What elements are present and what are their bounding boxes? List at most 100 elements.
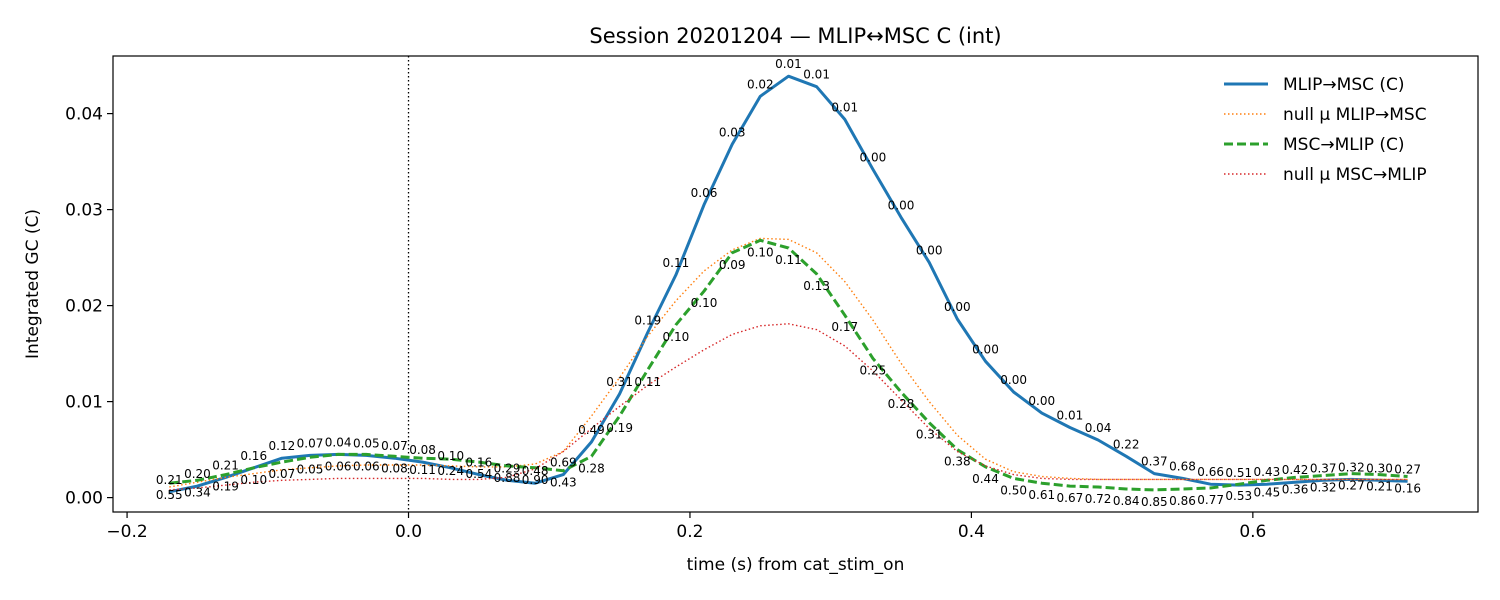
- pvalue-label-backward: 0.50: [1000, 483, 1027, 497]
- pvalue-label-backward: 0.06: [353, 459, 380, 473]
- pvalue-label-forward: 0.00: [972, 342, 999, 356]
- pvalue-label-forward: 0.08: [409, 443, 436, 457]
- pvalue-label-backward: 0.31: [916, 428, 943, 442]
- pvalue-label-forward: 0.68: [1169, 459, 1196, 473]
- pvalue-label-backward: 0.19: [606, 421, 633, 435]
- y-tick-label: 0.00: [65, 489, 103, 509]
- pvalue-label-forward: 0.29: [494, 461, 521, 475]
- y-axis-title: Integrated GC (C): [23, 209, 43, 359]
- pvalue-label-backward: 0.10: [691, 296, 718, 310]
- pvalue-label-backward: 0.11: [409, 463, 436, 477]
- pvalue-label-backward: 0.43: [550, 476, 577, 490]
- pvalue-label-backward: 0.36: [1282, 482, 1309, 496]
- pvalue-label-backward: 0.61: [1028, 488, 1055, 502]
- x-tick-label: 0.0: [395, 522, 422, 542]
- pvalue-label-backward: 0.08: [381, 461, 408, 475]
- pvalue-label-forward: 0.37: [1310, 461, 1337, 475]
- pvalue-label-forward: 0.19: [634, 313, 661, 327]
- pvalue-label-forward: 0.01: [803, 68, 830, 82]
- pvalue-label-backward: 0.32: [1310, 481, 1337, 495]
- pvalue-label-backward: 0.25: [860, 363, 887, 377]
- pvalue-label-backward: 0.13: [803, 279, 830, 293]
- pvalue-label-forward: 0.07: [381, 439, 408, 453]
- pvalue-label-forward: 0.04: [325, 435, 352, 449]
- pvalue-label-forward: 0.16: [240, 449, 267, 463]
- y-tick-label: 0.01: [65, 393, 103, 413]
- legend: MLIP→MSC (C) null μ MLIP→MSC MSC→MLIP (C) n…: [1224, 75, 1427, 185]
- chart-title: Session 20201204 — MLIP↔MSC C (int): [589, 24, 1001, 48]
- pvalue-label-forward: 0.49: [578, 423, 605, 437]
- pvalue-label-forward: 0.66: [1197, 465, 1224, 479]
- pvalue-label-forward: 0.43: [1254, 465, 1281, 479]
- pvalue-label-backward: 0.10: [240, 473, 267, 487]
- pvalue-label-forward: 0.00: [888, 198, 915, 212]
- series-line-3: [169, 238, 1408, 492]
- pvalue-label-forward: 0.12: [269, 439, 296, 453]
- pvalue-label-forward: 0.00: [1000, 373, 1027, 387]
- pvalue-label-forward: 0.00: [916, 243, 943, 257]
- pvalue-label-forward: 0.21: [212, 458, 239, 472]
- pvalue-label-forward: 0.37: [1141, 455, 1168, 469]
- plot-area: 0.21 0.200.210.160.12 0.07 0.04 0.05 0.07 0.08…: [156, 56, 1421, 512]
- pvalue-label-backward: 0.54: [466, 467, 493, 481]
- pvalue-label-backward: 0.72: [1085, 492, 1112, 506]
- pvalue-label-backward: 0.67: [1057, 491, 1084, 505]
- pvalue-label-forward: 0.06: [691, 186, 718, 200]
- pvalue-label-backward: 0.84: [1113, 494, 1140, 508]
- pvalue-label-forward: 0.32: [1338, 460, 1365, 474]
- pvalue-label-forward: 0.22: [1113, 437, 1140, 451]
- pvalue-label-backward: 0.38: [944, 455, 971, 469]
- pvalue-label-backward: 0.10: [747, 245, 774, 259]
- x-tick-label: −0.2: [106, 522, 147, 542]
- pvalue-label-backward: 0.05: [297, 462, 324, 476]
- pvalue-label-forward: 0.00: [860, 150, 887, 164]
- pvalue-label-backward: 0.27: [1338, 479, 1365, 493]
- pvalue-label-backward: 0.44: [972, 472, 999, 486]
- pvalue-label-forward: 0.00: [944, 300, 971, 314]
- pvalue-label-backward: 0.21: [1366, 480, 1393, 494]
- pvalue-label-forward: 0.20: [184, 467, 211, 481]
- pvalue-label-forward: 0.27: [1394, 462, 1421, 476]
- pvalue-label-forward: 0.02: [747, 77, 774, 91]
- legend-label-1: MLIP→MSC (C): [1283, 75, 1405, 95]
- pvalue-label-forward: 0.10: [437, 449, 464, 463]
- legend-label-2: null μ MLIP→MSC: [1283, 105, 1427, 125]
- pvalue-label-backward: 0.16: [1394, 481, 1421, 495]
- pvalue-label-forward: 0.01: [1057, 409, 1084, 423]
- x-tick-label: 0.4: [958, 522, 985, 542]
- plot-frame: [112, 55, 1479, 513]
- pvalue-label-forward: 0.51: [1225, 466, 1252, 480]
- y-tick-label: 0.03: [65, 201, 103, 221]
- x-tick-label: 0.2: [676, 522, 703, 542]
- pvalue-label-backward: 0.09: [719, 258, 746, 272]
- pvalue-label-backward: 0.85: [1141, 495, 1168, 509]
- y-tick-label: 0.02: [65, 297, 103, 317]
- pvalue-label-backward: 0.88: [494, 471, 521, 485]
- pvalue-label-forward: 0.69: [550, 456, 577, 470]
- pvalue-label-forward: 0.30: [1366, 461, 1393, 475]
- axes: −0.2 0.0 0.2 0.4 0.60.000.010.020.030.04: [65, 55, 1479, 542]
- pvalue-label-forward: 0.04: [1085, 421, 1112, 435]
- pvalue-label-forward: 0.21: [156, 473, 183, 487]
- series-line-2: [169, 237, 1408, 488]
- pvalue-label-forward: 0.05: [353, 436, 380, 450]
- pvalue-label-backward: 0.28: [888, 397, 915, 411]
- pvalue-label-forward: 0.07: [297, 436, 324, 450]
- pvalue-label-forward: 0.48: [522, 464, 549, 478]
- pvalue-label-backward: 0.11: [775, 253, 802, 267]
- pvalue-label-backward: 0.55: [156, 488, 183, 502]
- pvalue-label-forward: 0.01: [831, 100, 858, 114]
- pvalue-label-backward: 0.90: [522, 473, 549, 487]
- x-tick-label: 0.6: [1239, 522, 1266, 542]
- pvalue-label-backward: 0.24: [437, 464, 464, 478]
- legend-label-3: MSC→MLIP (C): [1283, 135, 1405, 155]
- pvalue-label-backward: 0.07: [269, 467, 296, 481]
- pvalue-label-backward: 0.17: [831, 320, 858, 334]
- pvalue-label-backward: 0.10: [663, 330, 690, 344]
- pvalue-label-backward: 0.53: [1225, 489, 1252, 503]
- pvalue-label-forward: 0.00: [1028, 394, 1055, 408]
- pvalue-label-forward: 0.31: [606, 375, 633, 389]
- y-tick-label: 0.04: [65, 105, 103, 125]
- pvalue-label-forward: 0.03: [719, 125, 746, 139]
